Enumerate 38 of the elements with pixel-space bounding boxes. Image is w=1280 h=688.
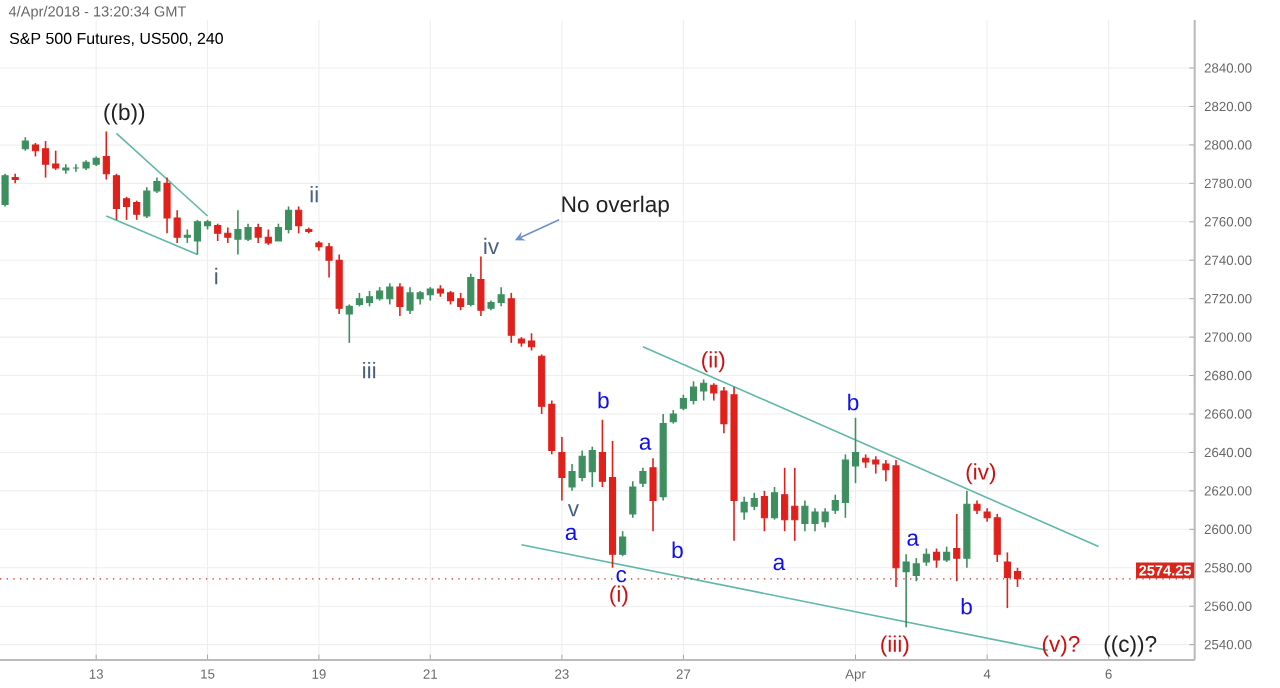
candlestick: [770, 486, 779, 521]
annotation: b: [672, 541, 683, 559]
annotation: (iii): [881, 635, 909, 657]
annotation: ii: [310, 185, 318, 203]
annotation: i: [215, 267, 218, 285]
candlestick: [932, 547, 941, 569]
annotation: a: [773, 557, 786, 571]
annotation: (v)?: [1042, 635, 1080, 657]
candlestick: [295, 205, 303, 235]
annotation: iii: [363, 361, 376, 379]
annotation: a: [565, 527, 578, 541]
candlestick: [619, 530, 627, 558]
candlestick: [467, 272, 475, 308]
annotation: a: [639, 437, 652, 450]
annotation: (iv): [966, 463, 996, 485]
annotation: v: [567, 504, 579, 517]
candlestick: [629, 480, 637, 519]
annotation: b: [848, 393, 859, 411]
candlestick: [558, 436, 566, 502]
annotation: b: [598, 391, 609, 409]
candlestick: [507, 292, 515, 344]
annotation: (ii): [702, 351, 725, 373]
candlestick: [345, 303, 353, 344]
annotation: No overlap: [562, 195, 669, 217]
annotation: (i): [610, 585, 628, 607]
annotation: c: [616, 569, 627, 583]
candlestick: [102, 130, 110, 181]
candlestick: [396, 282, 404, 317]
candlestick: [477, 255, 485, 317]
annotation: ((b)): [104, 103, 145, 125]
annotation: ((c))?: [1104, 635, 1157, 657]
candlestick: [1, 172, 9, 208]
annotation: a: [907, 533, 920, 546]
candlestick: [639, 467, 647, 488]
candlestick: [649, 457, 657, 533]
annotation: iv: [484, 237, 500, 255]
candlestick: [760, 490, 768, 533]
annotation: b: [961, 597, 972, 615]
